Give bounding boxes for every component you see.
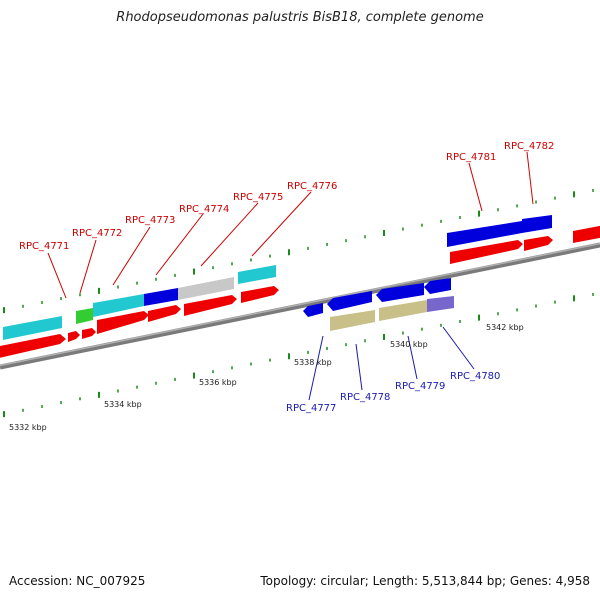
scale-label: 5332 kbp [9, 423, 47, 432]
genome-title: Rhodopseudomonas palustris BisB18, compl… [116, 10, 484, 25]
gene-block-cyan[interactable] [93, 294, 144, 317]
gene-label-top[interactable]: RPC_4775 [233, 192, 283, 203]
gene-label-bottom[interactable]: RPC_4778 [340, 392, 390, 403]
genome-summary-text: Topology: circular; Length: 5,513,844 bp… [260, 574, 590, 588]
gene-label-bottom[interactable]: RPC_4777 [286, 403, 336, 414]
gene-label-top[interactable]: RPC_4774 [179, 204, 229, 215]
gene-label-top[interactable]: RPC_4781 [446, 152, 496, 163]
gene-label-top[interactable]: RPC_4782 [504, 141, 554, 152]
accession-text: Accession: NC_007925 [9, 574, 146, 588]
gene-arrow-red[interactable] [184, 295, 237, 316]
gene-block-cyan[interactable] [3, 316, 62, 340]
gene-arrow-red[interactable] [241, 286, 279, 303]
gene-block-gray[interactable] [178, 277, 234, 300]
genome-axis [0, 242, 600, 370]
gene-label-top[interactable]: RPC_4776 [287, 181, 337, 192]
gene-arrow-red[interactable] [68, 331, 80, 342]
tick-tracks [3, 188, 594, 418]
gene-label-top[interactable]: RPC_4771 [19, 241, 69, 252]
gene-arrow-red[interactable] [0, 334, 66, 360]
gene-features [0, 215, 600, 360]
gene-block-blue[interactable] [522, 215, 552, 233]
gene-arrow-red[interactable] [573, 224, 600, 243]
scale-label: 5340 kbp [390, 340, 428, 349]
gene-arrow-red[interactable] [148, 305, 181, 322]
gene-label-bottom[interactable]: RPC_4780 [450, 371, 500, 382]
scale-label: 5338 kbp [294, 358, 332, 367]
gene-block-khaki[interactable] [379, 300, 427, 321]
gene-arrow-red[interactable] [97, 311, 149, 334]
gene-block-khaki[interactable] [330, 310, 375, 331]
gene-label-top[interactable]: RPC_4772 [72, 228, 122, 239]
scale-label: 5334 kbp [104, 400, 142, 409]
gene-arrow-blue[interactable] [303, 303, 323, 317]
gene-arrow-red[interactable] [524, 236, 553, 251]
label-leaders [47, 151, 534, 401]
gene-block-purple[interactable] [427, 296, 454, 312]
scale-label: 5342 kbp [486, 323, 524, 332]
gene-block-blue[interactable] [447, 221, 522, 247]
gene-block-cyan[interactable] [238, 265, 276, 284]
gene-arrow-red[interactable] [450, 240, 523, 264]
scale-labels: 5332 kbp 5334 kbp 5336 kbp 5338 kbp 5340… [9, 323, 524, 432]
gene-arrow-red[interactable] [82, 328, 96, 339]
gene-label-bottom[interactable]: RPC_4779 [395, 381, 445, 392]
gene-labels-bottom: RPC_4777 RPC_4778 RPC_4779 RPC_4780 [286, 371, 500, 414]
gene-arrow-blue[interactable] [327, 291, 372, 311]
gene-label-top[interactable]: RPC_4773 [125, 215, 175, 226]
scale-label: 5336 kbp [199, 378, 237, 387]
gene-arrow-blue[interactable] [376, 283, 424, 302]
gene-arrow-blue[interactable] [424, 278, 451, 294]
gene-block-green[interactable] [76, 308, 93, 324]
gene-block-blue[interactable] [144, 288, 178, 306]
gene-labels-top: RPC_4771 RPC_4772 RPC_4773 RPC_4774 RPC_… [19, 141, 554, 252]
